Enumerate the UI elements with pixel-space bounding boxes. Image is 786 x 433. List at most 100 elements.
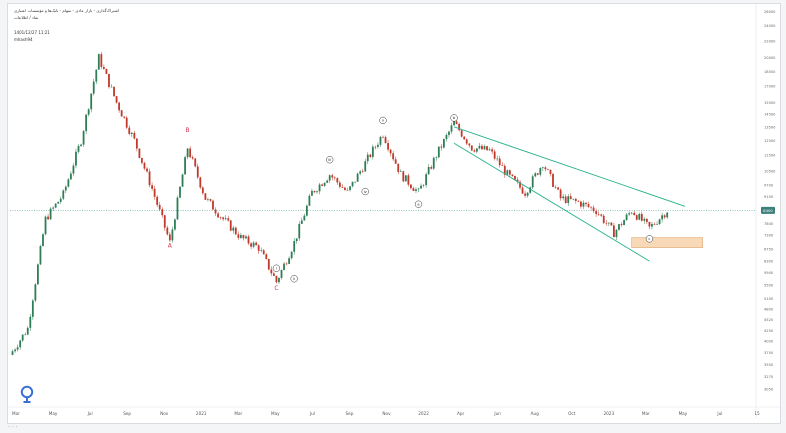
candle-body xyxy=(49,208,52,220)
x-tick-label: Nov xyxy=(382,411,391,416)
candle-body xyxy=(204,193,207,200)
candle-body xyxy=(402,171,405,182)
candle-body xyxy=(92,81,95,94)
candle-body xyxy=(524,193,526,196)
candle-body xyxy=(635,215,638,220)
y-tick-label: 14500 xyxy=(764,113,776,117)
y-tick-label: 4520 xyxy=(764,318,774,322)
x-tick-label: Nov xyxy=(160,411,169,416)
channel-trendline[interactable] xyxy=(453,142,650,262)
candle-body xyxy=(247,236,250,244)
candle-body xyxy=(267,258,270,270)
candle-body xyxy=(234,227,237,235)
candle-body xyxy=(432,157,435,169)
candle-body xyxy=(19,340,22,348)
y-tick-label: 15500 xyxy=(764,101,776,105)
candle-body xyxy=(379,136,382,145)
chart-panel xyxy=(7,3,781,424)
target-zone-box[interactable] xyxy=(631,237,704,248)
candle-body xyxy=(151,185,153,189)
candle-body xyxy=(640,213,643,221)
candle-body xyxy=(633,212,636,216)
candle-body xyxy=(90,93,93,110)
candle-body xyxy=(47,216,49,220)
candle-body xyxy=(615,229,618,238)
candle-body xyxy=(108,73,110,87)
y-tick-label: 7300 xyxy=(764,234,774,238)
candle-body xyxy=(305,205,308,216)
candle-body xyxy=(377,144,379,147)
wave-label-i: i xyxy=(276,267,277,271)
candle-body xyxy=(361,171,364,172)
candle-body xyxy=(569,196,572,199)
y-tick-label: 7800 xyxy=(764,222,774,226)
candle-body xyxy=(295,238,298,242)
candle-body xyxy=(257,245,260,251)
candle-body xyxy=(214,209,217,214)
candle-body xyxy=(75,151,77,166)
candle-body xyxy=(95,69,98,82)
candle-body xyxy=(265,254,268,259)
candle-body xyxy=(547,169,549,170)
wave-label-c: c xyxy=(648,237,650,241)
y-tick-label: 12500 xyxy=(764,139,776,143)
candle-body xyxy=(288,258,291,264)
candle-body xyxy=(100,54,103,68)
candle-body xyxy=(207,199,209,200)
candle-body xyxy=(285,263,288,265)
x-tick-label: 2021 xyxy=(196,411,207,416)
current-price-label: 8400 xyxy=(763,208,773,213)
candle-body xyxy=(580,201,582,207)
y-tick-label: 11500 xyxy=(764,154,776,158)
candle-body xyxy=(597,213,600,215)
candle-body xyxy=(382,136,384,138)
y-tick-label: 3050 xyxy=(764,387,774,391)
y-tick-label: 5100 xyxy=(764,297,774,301)
candle-body xyxy=(458,123,461,131)
candle-body xyxy=(158,204,161,210)
x-tick-label: Aug xyxy=(531,411,540,416)
candle-body xyxy=(564,196,567,203)
candle-body xyxy=(354,181,356,183)
candle-body xyxy=(171,229,174,241)
candle-body xyxy=(333,177,336,179)
candle-body xyxy=(201,187,204,194)
candle-body xyxy=(42,234,44,247)
candle-body xyxy=(148,171,151,186)
x-tick-label: May xyxy=(271,411,280,416)
candle-body xyxy=(163,215,166,228)
y-tick-label: 3270 xyxy=(764,375,774,379)
candle-body xyxy=(506,170,509,175)
channel-trendline[interactable] xyxy=(453,126,686,207)
x-tick-label: Sep xyxy=(123,411,131,416)
candle-body xyxy=(123,116,126,118)
candle-body xyxy=(321,184,324,186)
y-tick-label: 3500 xyxy=(764,363,774,367)
candle-body xyxy=(478,145,481,149)
x-tick-label: May xyxy=(679,411,688,416)
x-tick-label: Jul xyxy=(716,411,722,416)
candle-body xyxy=(503,165,506,175)
x-tick-label: May xyxy=(49,411,58,416)
candle-body xyxy=(440,146,443,148)
candle-body xyxy=(179,186,181,198)
candle-body xyxy=(613,225,615,238)
candle-body xyxy=(141,157,143,163)
candle-body xyxy=(602,215,605,223)
candle-body xyxy=(336,178,339,183)
candle-body xyxy=(245,236,247,239)
candle-body xyxy=(663,215,666,218)
wave-label-C: C xyxy=(274,285,278,292)
candle-body xyxy=(311,190,313,196)
candle-body xyxy=(146,168,148,172)
candle-body xyxy=(349,186,351,191)
candle-body xyxy=(630,212,633,214)
candle-body xyxy=(491,149,494,152)
candle-body xyxy=(153,188,156,197)
candle-body xyxy=(392,153,395,160)
candle-body xyxy=(486,146,488,151)
candle-body xyxy=(298,223,301,239)
candle-body xyxy=(417,188,420,190)
wave-label-iv: iv xyxy=(364,190,368,194)
